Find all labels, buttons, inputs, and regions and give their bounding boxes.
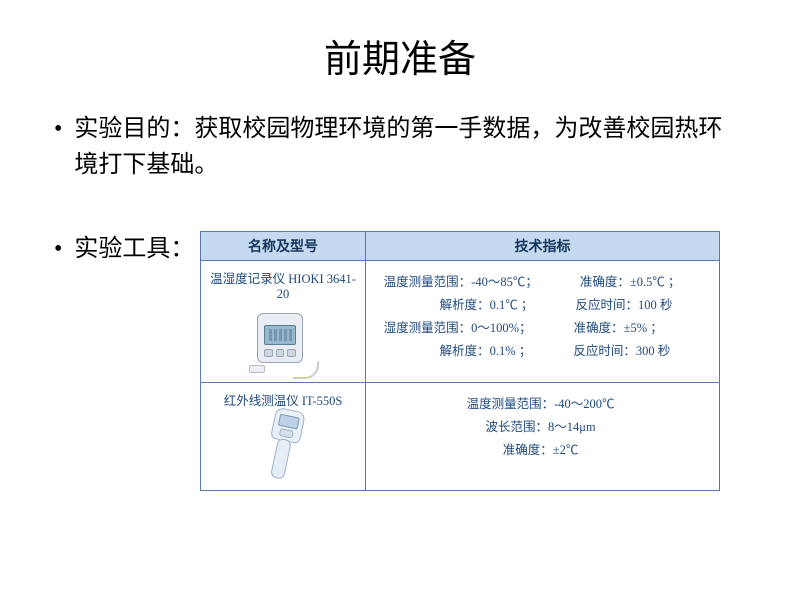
cell-product-1: 温湿度记录仪 HIOKI 3641-20 [201, 261, 365, 383]
spec-text: 准确度：±0.5℃ ； [580, 275, 681, 289]
tools-table: 名称及型号 技术指标 温湿度记录仪 HIOKI 3641-20 [200, 231, 720, 491]
spec-text: 温度测量范围：-40～85℃； [384, 275, 538, 289]
spec-text: 反应时间：100 秒 [575, 298, 672, 312]
cell-spec-2: 温度测量范围：-40～200℃ 波长范围：8～14μm 准确度：±2℃ [365, 383, 720, 491]
cell-product-2: 红外线测温仪 IT-550S [201, 383, 365, 491]
tools-table-wrap: 名称及型号 技术指标 温湿度记录仪 HIOKI 3641-20 [200, 231, 746, 491]
bullet-purpose-text: 实验目的：获取校园物理环境的第一手数据，为改善校园热环境打下基础。 [74, 111, 746, 183]
product-2-image [207, 413, 358, 485]
spec-text: 反应时间：300 秒 [573, 344, 670, 358]
th-name: 名称及型号 [201, 232, 365, 261]
table-header-row: 名称及型号 技术指标 [201, 232, 720, 261]
th-spec: 技术指标 [365, 232, 720, 261]
ir-thermometer-icon [252, 405, 314, 493]
bullet-marker: • [54, 111, 62, 147]
spec-block-1: 温度测量范围：-40～85℃； 准确度：±0.5℃ ； 解析度：0.1℃ ； 反应时… [372, 265, 714, 370]
spec-block-2: 温度测量范围：-40～200℃ 波长范围：8～14μm 准确度：±2℃ [372, 387, 714, 468]
slide-title: 前期准备 [0, 0, 800, 83]
bullet-tools: • 实验工具： 名称及型号 技术指标 温湿度记录仪 HIOKI 3641-20 [54, 231, 746, 491]
cell-spec-1: 温度测量范围：-40～85℃； 准确度：±0.5℃ ； 解析度：0.1℃ ； 反应时… [365, 261, 720, 383]
spec-text: 湿度测量范围：0～100%； [384, 321, 532, 335]
spec-text: 准确度：±5% ； [574, 321, 663, 335]
spec-text: 解析度：0.1℃ ； [440, 298, 534, 312]
tools-label: 实验工具： [74, 231, 194, 267]
spec-text: 准确度：±2℃ [372, 439, 710, 462]
spec-text: 解析度：0.1% ； [440, 344, 532, 358]
hioki-device-icon [247, 311, 319, 373]
bullet-purpose: • 实验目的：获取校园物理环境的第一手数据，为改善校园热环境打下基础。 [54, 111, 746, 183]
bullet-marker: • [54, 231, 62, 267]
spec-text: 波长范围：8～14μm [372, 416, 710, 439]
product-1-image [207, 306, 358, 378]
table-row: 红外线测温仪 IT-550S [201, 383, 720, 491]
product-1-name: 温湿度记录仪 HIOKI 3641-20 [207, 265, 358, 306]
purpose-label: 实验目的： [74, 116, 194, 142]
table-row: 温湿度记录仪 HIOKI 3641-20 [201, 261, 720, 383]
spec-text: 温度测量范围：-40～200℃ [372, 393, 710, 416]
slide-body: • 实验目的：获取校园物理环境的第一手数据，为改善校园热环境打下基础。 • 实验… [0, 83, 800, 491]
